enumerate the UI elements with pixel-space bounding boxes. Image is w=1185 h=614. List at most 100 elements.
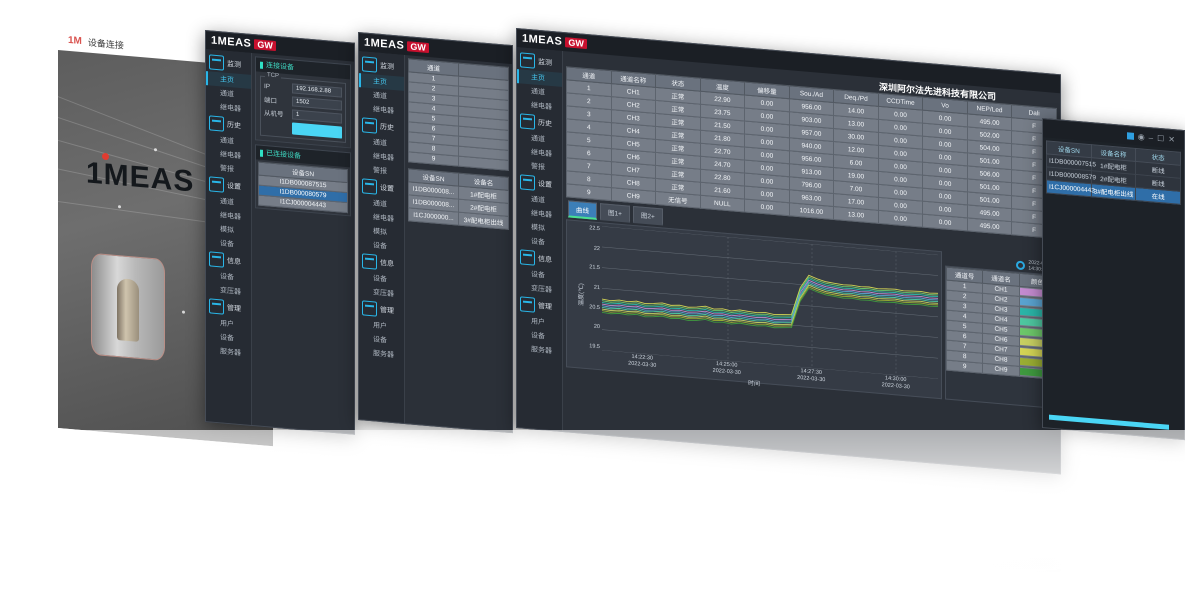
window-controls[interactable]: ◉ – ☐ ✕ (1123, 130, 1179, 144)
close-icon[interactable]: ✕ (1168, 134, 1175, 144)
series-CH4 (602, 283, 938, 324)
y-tick: 21.5 (589, 264, 600, 272)
series-CH9 (602, 287, 938, 329)
series-CH1 (602, 279, 938, 320)
chart-plot-area (602, 226, 938, 379)
connect-group: 连接设备 TCP IP 192.168.2.88 端口 1502 从机号 1 (255, 56, 351, 149)
field-input-端口[interactable]: 1502 (292, 96, 342, 111)
x-tick: 14:25:00 2022-03-30 (712, 361, 741, 376)
connection-window: 1MEAS GW 监测 主页 通道 继电器 历史 通道 继电器 警报 设置 通道 继电器 模拟 设备 信息… (205, 30, 355, 435)
help-icon[interactable]: ◉ (1137, 131, 1145, 142)
monitor-icon (209, 54, 224, 71)
table-cell: 3#配电柜出线 (1091, 183, 1136, 201)
settings-icon (209, 176, 224, 193)
sidebar[interactable]: 监测 主页 通道 继电器 历史 通道 继电器 警报 设置 通道 继电器 模拟 设备 信息 设备 变压器 管理 用户… (206, 49, 252, 425)
brand-badge: GW (407, 41, 429, 54)
y-axis-label: 温度(℃) (578, 282, 585, 307)
field-input-IP[interactable]: 192.168.2.88 (292, 83, 342, 98)
gear-icon[interactable] (1016, 260, 1026, 270)
table-cell: 0.00 (744, 198, 790, 216)
connected-device-table[interactable]: 设备SN I1DB000087515 I1DB000080579 I1CJ000004… (258, 162, 348, 214)
nav-group-label: 历史 (538, 119, 552, 128)
decor-dot (154, 148, 157, 152)
nav-group-label: 管理 (538, 302, 552, 311)
device-window: ◉ – ☐ ✕ 设备SN 设备名称 状态 I1DB000007515 1#配电柜 断线 I1… (1042, 118, 1185, 441)
sidebar[interactable]: 监测 主页 通道 继电器 历史 通道 继电器 警报 设置 通道 继电器 模拟 设备 信息 设备 变压器 管理 用户… (359, 51, 405, 423)
table-cell: NULL (700, 195, 745, 212)
history-icon (520, 113, 535, 130)
device-status-table[interactable]: 设备SN 设备名称 状态 I1DB000007515 1#配电柜 断线 I1DB000008… (1046, 140, 1181, 205)
nav-group-label: 历史 (227, 121, 241, 130)
sidebar-item-服务器[interactable]: 服务器 (531, 346, 552, 356)
channel-table[interactable]: 通道 1 2 3 4 5 6 7 8 9 (408, 58, 509, 171)
admin-icon (209, 298, 224, 315)
sidebar-item-服务器[interactable]: 服务器 (373, 350, 394, 360)
decor-dot (118, 205, 121, 209)
table-cell: I1CJ000004443 (1046, 179, 1095, 197)
nav-group-label: 监测 (538, 58, 552, 67)
table-cell: CH9 (611, 187, 656, 205)
history-icon (362, 117, 377, 134)
nav-group-label: 历史 (380, 123, 394, 132)
y-tick: 22 (593, 245, 600, 252)
y-tick: 19.5 (589, 343, 600, 351)
main-content: 深圳阿尔法先进科技有限公司 通道 通道名称 状态 温度 偏移量 Sou./Ad Deq./P… (563, 51, 1060, 473)
sidebar-item-服务器[interactable]: 服务器 (220, 348, 241, 358)
brand-logo: 1MEAS (211, 34, 252, 50)
nav-group-label: 信息 (227, 257, 241, 266)
series-CH6 (602, 284, 938, 325)
settings-icon (362, 178, 377, 195)
info-icon (209, 251, 224, 268)
series-CH3 (602, 278, 938, 319)
tab-图1+[interactable]: 图1+ (600, 203, 630, 223)
tab-图2+[interactable]: 图2+ (632, 205, 663, 226)
x-tick: 14:30:00 2022-03-30 (881, 375, 910, 391)
admin-icon (520, 296, 535, 313)
connection-content: 连接设备 TCP IP 192.168.2.88 端口 1502 从机号 1 已连接设备 (252, 53, 354, 434)
table-cell: 在线 (1135, 187, 1181, 205)
table-cell: 9 (566, 183, 612, 201)
nav-group-label: 信息 (538, 255, 552, 264)
legend-table[interactable]: 通道号 通道名 颜色 1 CH1 2 CH2 3 CH3 4 CH4 5 CH5 6 CH6 7 CH7 8 CH8… (946, 267, 1056, 380)
series-CH2 (602, 281, 938, 322)
tab-曲线[interactable]: 曲线 (568, 200, 597, 220)
admin-icon (362, 300, 377, 317)
channel-window: 1MEAS GW 监测 主页 通道 继电器 历史 通道 继电器 警报 设置 通道 继电器 模拟 设备 信息… (358, 32, 513, 434)
table-cell: 13.00 (833, 206, 879, 224)
settings-icon (520, 174, 535, 191)
product-illustration (91, 252, 165, 362)
y-tick: 20 (593, 323, 600, 331)
x-tick: 14:22:30 2022-03-30 (628, 353, 657, 369)
nav-group-label: 监测 (227, 60, 241, 69)
monitor-icon (362, 56, 377, 73)
table-cell: 495.00 (967, 217, 1012, 235)
maximize-icon[interactable]: ☐ (1157, 133, 1165, 143)
tcp-legend: TCP (265, 72, 281, 80)
trend-chart[interactable]: 温度(℃) 22.5 22 21.5 21 20.5 20 19.5 14:22:30 202… (566, 219, 942, 400)
field-label: IP (264, 82, 271, 91)
device-list-group: 已连接设备 设备SN I1DB000087515 I1DB000080579 I1CJ… (255, 144, 351, 217)
table-cell: 1016.00 (789, 202, 834, 220)
nav-group-label: 设置 (227, 182, 241, 191)
splash-brand: 1MEAS (86, 156, 195, 199)
reflection-fade (0, 430, 1185, 614)
splash-title-text: 设备连接 (87, 37, 124, 51)
y-tick: 22.5 (589, 225, 600, 233)
connect-button[interactable] (292, 122, 342, 139)
brand-badge: GW (565, 37, 587, 50)
restore-icon[interactable] (1126, 131, 1134, 140)
info-icon (520, 249, 535, 266)
device-name-table[interactable]: 设备SN 设备名 I1DB000008... 1#配电柜 I1DB000008... 2#… (408, 168, 509, 230)
nav-group-label: 设置 (538, 180, 552, 189)
brand-logo: 1MEAS (364, 36, 405, 52)
channel-legend: 通道号 通道名 颜色 1 CH1 2 CH2 3 CH3 4 CH4 5 CH5 6 CH6 7 CH7 8 CH8… (945, 265, 1057, 409)
main-window: 1MEAS GW 监测 主页 通道 继电器 历史 通道 继电器 警报 设置 通道 继电器 模拟 设备 信息… (516, 28, 1061, 475)
minimize-icon[interactable]: – (1148, 132, 1154, 142)
sidebar[interactable]: 监测 主页 通道 继电器 历史 通道 继电器 警报 设置 通道 继电器 模拟 设备 信息 设备 变压器 管理 用户… (517, 47, 563, 431)
decor-dot (182, 310, 185, 314)
legend-channel-name: CH9 (982, 363, 1020, 377)
field-input-从机号[interactable]: 1 (292, 109, 342, 124)
legend-channel-no: 9 (946, 360, 983, 374)
table-cell: 0.00 (922, 214, 968, 231)
brand-logo: 1MEAS (522, 32, 563, 48)
